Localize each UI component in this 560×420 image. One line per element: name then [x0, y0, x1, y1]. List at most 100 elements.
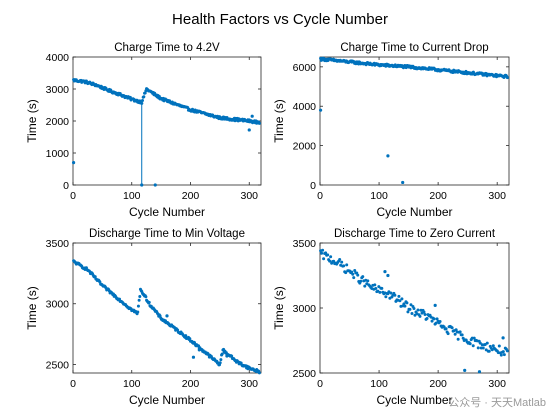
y-tick-label: 2500: [293, 368, 317, 380]
data-point: [416, 308, 420, 312]
data-point: [460, 333, 464, 337]
y-tick-label: 1000: [46, 148, 70, 160]
subplot-2: Charge Time to Current Drop 0 100 200 300 0 20…: [272, 42, 510, 219]
data-point: [502, 353, 506, 357]
data-point: [373, 283, 377, 287]
data-point: [329, 255, 333, 259]
data-point: [351, 272, 355, 276]
data-point-outlier: [235, 116, 240, 121]
data-point: [487, 349, 491, 353]
x-tick-label: 200: [429, 378, 447, 390]
data-point-outlier: [386, 273, 390, 278]
data-point: [147, 300, 151, 304]
data-point: [218, 361, 222, 365]
data-point: [402, 302, 406, 306]
data-point-outlier: [433, 303, 437, 307]
subplot-title: Discharge Time to Min Voltage: [89, 228, 245, 240]
data-point: [352, 276, 356, 280]
data-point: [141, 98, 145, 102]
data-point-outlier: [477, 370, 482, 374]
y-tick-label: 4000: [293, 101, 317, 113]
data-point-outlier: [165, 314, 169, 318]
data-point: [505, 76, 509, 80]
x-tick-label: 100: [123, 378, 141, 390]
x-tick-label: 0: [317, 378, 323, 390]
data-point: [384, 295, 388, 299]
x-tick-label: 100: [123, 190, 141, 202]
data-point-outlier: [225, 354, 229, 358]
data-point: [400, 297, 404, 301]
data-point-outlier: [191, 355, 196, 359]
data-point: [478, 341, 482, 345]
y-tick-label: 6000: [293, 62, 317, 74]
x-tick-label: 0: [317, 190, 323, 202]
data-point: [412, 306, 416, 310]
subplot-title: Charge Time to Current Drop: [340, 42, 488, 54]
data-point: [320, 251, 324, 255]
y-tick-label: 3500: [293, 238, 317, 250]
data-point: [332, 259, 336, 263]
data-point: [136, 310, 140, 314]
data-point: [438, 320, 442, 324]
axes-box: [319, 56, 510, 186]
y-axis-label: Time (s): [25, 286, 39, 330]
x-axis-label: Cycle Number: [376, 205, 452, 219]
data-point: [423, 312, 427, 316]
data-point: [393, 293, 397, 297]
data-point: [345, 263, 349, 267]
x-tick-label: 300: [488, 378, 506, 390]
data-point: [501, 350, 505, 354]
data-point: [356, 273, 360, 277]
x-tick-label: 300: [488, 190, 506, 202]
data-point: [458, 330, 462, 334]
data-point-outlier: [386, 154, 390, 158]
data-point: [406, 310, 410, 314]
data-point: [499, 353, 503, 357]
data-point: [505, 349, 509, 353]
data-point: [257, 371, 261, 375]
data-point: [389, 291, 393, 295]
y-tick-label: 0: [63, 180, 69, 192]
x-axis-label: Cycle Number: [129, 205, 205, 219]
data-point: [454, 328, 458, 332]
data-point-outlier: [250, 114, 254, 118]
data-point: [361, 275, 365, 279]
data-point: [430, 319, 434, 323]
data-point: [322, 257, 326, 261]
subplot-3: Discharge Time to Min Voltage 0 100 200 300 2…: [25, 228, 262, 407]
data-point: [380, 286, 384, 290]
data-point: [326, 253, 330, 257]
data-point-outlier: [197, 348, 201, 352]
data-point: [491, 344, 495, 348]
data-point: [328, 259, 332, 263]
data-point: [363, 284, 367, 288]
y-tick-label: 2500: [46, 359, 70, 371]
data-point: [397, 294, 401, 298]
x-tick-label: 200: [429, 190, 447, 202]
data-point: [461, 336, 465, 340]
data-point: [359, 279, 363, 283]
x-tick-label: 0: [70, 190, 76, 202]
data-point: [434, 321, 438, 325]
data-point: [422, 310, 426, 314]
data-point: [409, 303, 413, 307]
data-point: [353, 269, 357, 273]
data-point: [188, 337, 192, 341]
data-point: [481, 346, 485, 350]
data-point: [444, 327, 448, 331]
data-point: [136, 304, 140, 308]
data-point: [118, 297, 122, 301]
data-point: [374, 286, 378, 290]
data-point-outlier: [318, 108, 323, 112]
data-point-outlier: [140, 183, 144, 187]
data-point: [398, 299, 402, 303]
data-point: [432, 317, 436, 321]
x-tick-label: 200: [182, 190, 200, 202]
data-point: [137, 298, 141, 302]
data-point: [340, 260, 344, 264]
y-tick-label: 2000: [46, 116, 70, 128]
data-point-outlier: [401, 180, 405, 185]
y-tick-label: 2000: [293, 141, 317, 153]
data-point-outlier: [247, 128, 251, 132]
data-point: [405, 301, 409, 305]
